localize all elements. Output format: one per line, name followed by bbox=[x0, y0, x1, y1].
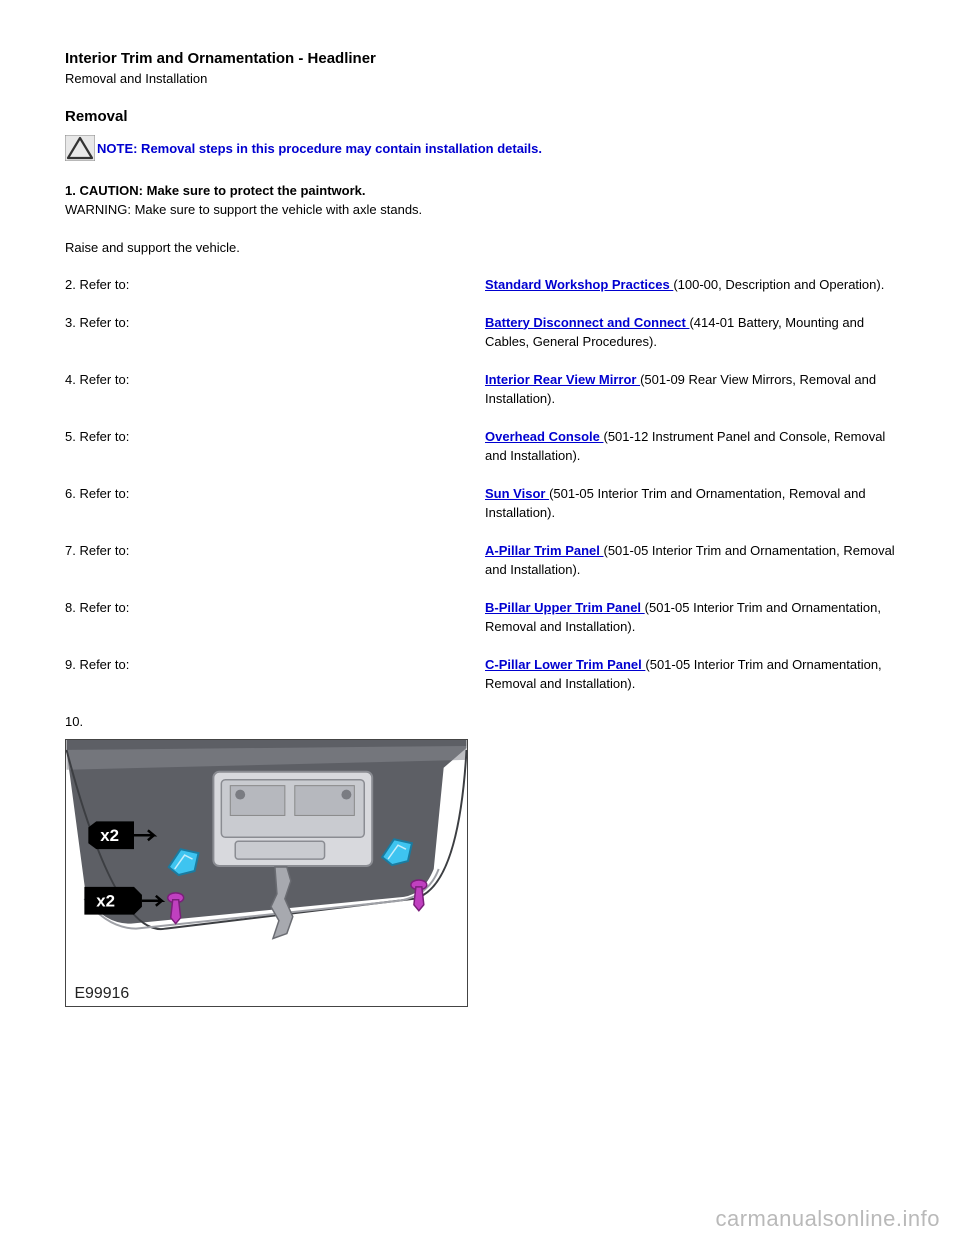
step-row: 5. Refer to: Overhead Console (501-12 In… bbox=[65, 427, 895, 466]
step-right: Sun Visor (501-05 Interior Trim and Orna… bbox=[485, 484, 895, 523]
step-left: 9. Refer to: bbox=[65, 655, 485, 694]
link-a-pillar[interactable]: A-Pillar Trim Panel bbox=[485, 543, 604, 558]
step-row: 6. Refer to: Sun Visor (501-05 Interior … bbox=[65, 484, 895, 523]
step-row: Raise and support the vehicle. bbox=[65, 238, 895, 258]
step-left: 10. bbox=[65, 712, 485, 732]
page-title: Interior Trim and Ornamentation - Headli… bbox=[65, 50, 895, 67]
figure-svg: x2 x2 E99916 bbox=[66, 740, 467, 1006]
step-left: 5. Refer to: bbox=[65, 427, 485, 466]
figure-container: x2 x2 E99916 bbox=[65, 739, 895, 1007]
step-left: 2. Refer to: bbox=[65, 275, 485, 295]
figure-e99916: x2 x2 E99916 bbox=[65, 739, 468, 1007]
step-right: A-Pillar Trim Panel (501-05 Interior Tri… bbox=[485, 541, 895, 580]
caution-heading: 1. CAUTION: Make sure to protect the pai… bbox=[65, 183, 895, 198]
step-row: 8. Refer to: B-Pillar Upper Trim Panel (… bbox=[65, 598, 895, 637]
note-text: NOTE: Removal steps in this procedure ma… bbox=[97, 141, 542, 156]
step-left: 8. Refer to: bbox=[65, 598, 485, 637]
step-right: B-Pillar Upper Trim Panel (501-05 Interi… bbox=[485, 598, 895, 637]
figure-label: E99916 bbox=[74, 985, 129, 1002]
link-standard-workshop[interactable]: Standard Workshop Practices bbox=[485, 277, 673, 292]
page-subtitle: Removal and Installation bbox=[65, 71, 895, 86]
step-row: 2. Refer to: Standard Workshop Practices… bbox=[65, 275, 895, 295]
link-interior-mirror[interactable]: Interior Rear View Mirror bbox=[485, 372, 640, 387]
step-left: 3. Refer to: bbox=[65, 313, 485, 352]
svg-text:x2: x2 bbox=[96, 892, 115, 911]
step-after: (100-00, Description and Operation). bbox=[673, 277, 884, 292]
step-left: Raise and support the vehicle. bbox=[65, 238, 485, 258]
step-right: Overhead Console (501-12 Instrument Pane… bbox=[485, 427, 895, 466]
step-right: Battery Disconnect and Connect (414-01 B… bbox=[485, 313, 895, 352]
step-left: 6. Refer to: bbox=[65, 484, 485, 523]
step-row: 7. Refer to: A-Pillar Trim Panel (501-05… bbox=[65, 541, 895, 580]
step-right: Interior Rear View Mirror (501-09 Rear V… bbox=[485, 370, 895, 409]
step-right: C-Pillar Lower Trim Panel (501-05 Interi… bbox=[485, 655, 895, 694]
svg-text:x2: x2 bbox=[100, 826, 119, 845]
caution-body: WARNING: Make sure to support the vehicl… bbox=[65, 200, 895, 220]
link-sun-visor[interactable]: Sun Visor bbox=[485, 486, 549, 501]
link-b-pillar[interactable]: B-Pillar Upper Trim Panel bbox=[485, 600, 645, 615]
step-row: 10. bbox=[65, 712, 895, 732]
removal-heading: Removal bbox=[65, 108, 895, 125]
step-left: 7. Refer to: bbox=[65, 541, 485, 580]
step-row: 3. Refer to: Battery Disconnect and Conn… bbox=[65, 313, 895, 352]
link-overhead-console[interactable]: Overhead Console bbox=[485, 429, 603, 444]
caution-triangle-icon bbox=[65, 135, 95, 161]
note-line: NOTE: Removal steps in this procedure ma… bbox=[65, 135, 895, 161]
step-row: 4. Refer to: Interior Rear View Mirror (… bbox=[65, 370, 895, 409]
step-row: 9. Refer to: C-Pillar Lower Trim Panel (… bbox=[65, 655, 895, 694]
step-right: Standard Workshop Practices (100-00, Des… bbox=[485, 275, 884, 295]
link-c-pillar[interactable]: C-Pillar Lower Trim Panel bbox=[485, 657, 645, 672]
step-left: 4. Refer to: bbox=[65, 370, 485, 409]
link-battery-disconnect[interactable]: Battery Disconnect and Connect bbox=[485, 315, 689, 330]
watermark: carmanualsonline.info bbox=[715, 1206, 940, 1232]
